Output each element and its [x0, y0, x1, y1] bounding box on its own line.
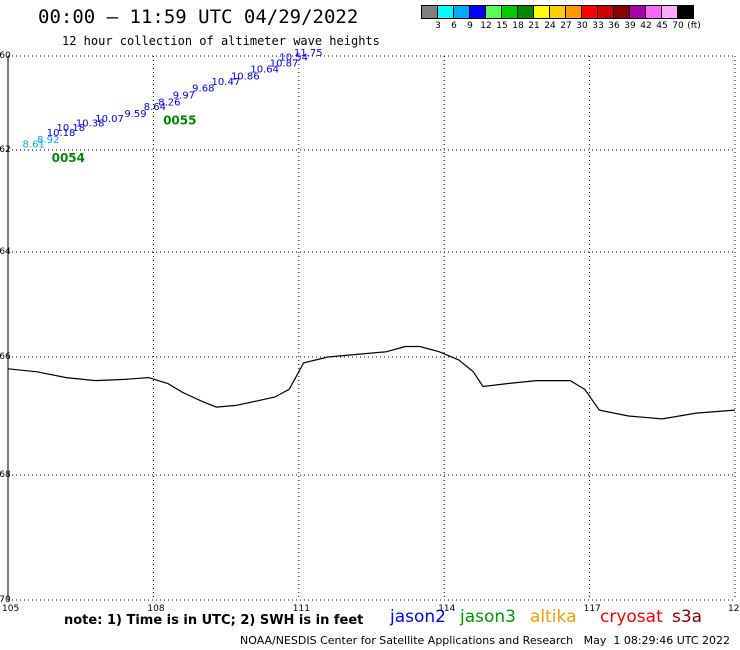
wave-height-label: 10.18 — [56, 123, 85, 134]
color-scale-label: 70 — [672, 21, 684, 31]
longitude-tick-label: 108 — [147, 604, 165, 614]
wave-height-label: 10.54 — [279, 53, 308, 64]
wave-height-label: 10.86 — [231, 72, 260, 83]
satellite-legend-item: altika — [530, 607, 577, 627]
wave-height-label: 10.47 — [212, 77, 241, 88]
color-scale-label: 24 — [544, 21, 556, 31]
wave-height-label: 8.92 — [37, 135, 59, 146]
color-scale-label: 21 — [528, 21, 540, 31]
latitude-tick-label: -68 — [0, 470, 11, 480]
wave-height-label: 9.68 — [192, 83, 214, 94]
latitude-tick-label: -66 — [0, 352, 11, 362]
color-scale-label: 45 — [656, 21, 668, 31]
wave-height-label: 8.26 — [158, 97, 180, 108]
wave-height-label: 11.75 — [294, 48, 323, 59]
longitude-tick-label: 120 — [728, 604, 740, 614]
wave-height-label: 10.07 — [95, 114, 124, 125]
color-scale-label: 30 — [576, 21, 588, 31]
wave-height-label: 10.87 — [270, 58, 299, 69]
satellite-legend-item: jason3 — [460, 607, 516, 627]
longitude-tick-label: 114 — [438, 604, 456, 614]
footer-note: note: 1) Time is in UTC; 2) SWH is in fe… — [64, 613, 364, 628]
longitude-tick-label: 117 — [583, 604, 601, 614]
color-scale-label: 12 — [480, 21, 492, 31]
satellite-legend-item: s3a — [672, 607, 703, 627]
color-scale-label: 33 — [592, 21, 604, 31]
color-scale-unit: (ft) — [687, 21, 701, 31]
page-title: 00:00 – 11:59 UTC 04/29/2022 — [38, 6, 359, 28]
color-scale-label: 39 — [624, 21, 636, 31]
color-scale-label: 42 — [640, 21, 652, 31]
wave-height-label: 10.38 — [76, 119, 105, 130]
color-scale-label: 6 — [451, 21, 457, 31]
latitude-tick-label: -64 — [0, 247, 11, 257]
color-scale-label: 18 — [512, 21, 524, 31]
wave-height-label: 8.61 — [23, 140, 45, 151]
longitude-tick-label: 105 — [2, 604, 20, 614]
track-pass-id: 0054 — [52, 151, 85, 165]
color-scale-label: 36 — [608, 21, 620, 31]
wave-height-label: 10.18 — [47, 128, 76, 139]
coastline — [7, 345, 736, 420]
track-pass-id: 0055 — [163, 113, 196, 127]
page-subtitle: 12 hour collection of altimeter wave hei… — [62, 34, 380, 48]
latitude-tick-label: -60 — [0, 51, 11, 61]
latitude-tick-label: -70 — [0, 595, 11, 605]
longitude-tick-label: 111 — [292, 604, 310, 614]
wave-height-label: 10.64 — [250, 64, 279, 75]
color-scale-label: 27 — [560, 21, 572, 31]
wave-height-label: 9.59 — [124, 109, 146, 120]
color-swatch — [677, 5, 694, 19]
footer-credit: NOAA/NESDIS Center for Satellite Applica… — [240, 634, 731, 647]
color-scale-label: 3 — [435, 21, 441, 31]
satellite-legend-item: jason2 — [390, 607, 446, 627]
wave-height-label: 8.64 — [144, 102, 166, 113]
latitude-tick-label: -62 — [0, 145, 11, 155]
color-scale-label: 15 — [496, 21, 508, 31]
satellite-legend-item: cryosat — [600, 607, 663, 627]
color-scale-label: 9 — [467, 21, 473, 31]
wave-height-label: 9.97 — [173, 90, 195, 101]
color-scale-bar — [421, 5, 694, 19]
